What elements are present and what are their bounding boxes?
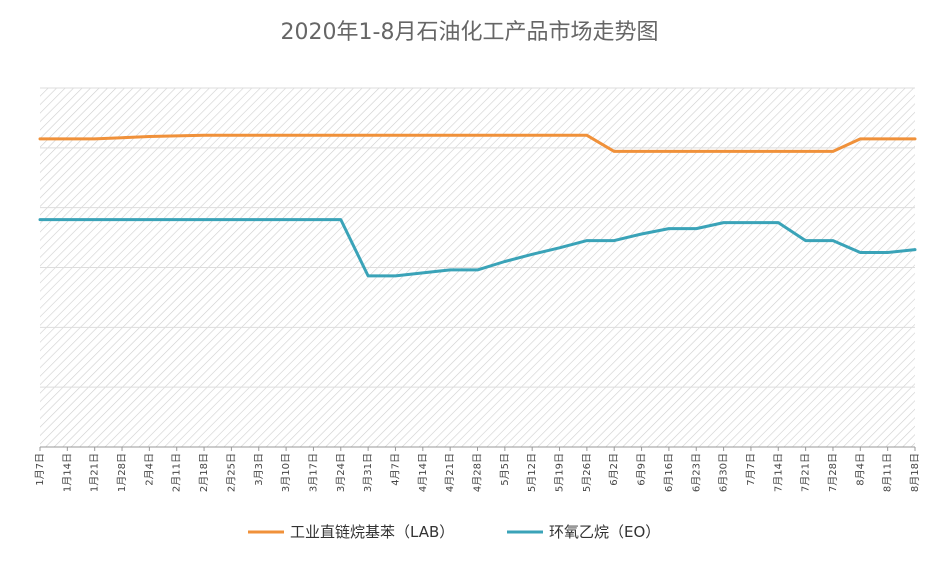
- x-tick-label: 1月14日: [61, 453, 73, 492]
- x-axis-tick-labels: 1月7日 1月14日 1月21日 1月28日 2月4日 2月11日 2月18日 2月25日 3月…: [34, 447, 921, 492]
- x-tick-label: 3月24日: [335, 453, 347, 492]
- chart-title: 2020年1-8月石油化工产品市场走势图: [280, 20, 659, 45]
- x-tick-label: 1月21日: [89, 453, 101, 492]
- x-tick-label: 1月7日: [34, 453, 46, 486]
- x-tick-label: 1月28日: [116, 453, 128, 492]
- x-tick-label: 2月18日: [198, 453, 210, 492]
- legend-label-1: 工业直链烷基苯（LAB）: [290, 523, 454, 541]
- x-tick-label: 4月28日: [472, 453, 484, 492]
- series-lines: [38, 133, 917, 278]
- gridlines: [40, 87, 915, 448]
- x-tick-label: 2月11日: [171, 453, 183, 492]
- x-tick-label: 6月9日: [636, 453, 648, 486]
- x-tick-label: 5月19日: [554, 453, 566, 492]
- x-tick-label: 3月10日: [280, 453, 292, 492]
- x-tick-label: 7月28日: [827, 453, 839, 492]
- x-tick-label: 3月3日: [253, 453, 265, 486]
- x-tick-label: 8月11日: [882, 453, 894, 492]
- x-tick-label: 7月21日: [800, 453, 812, 492]
- x-tick-label: 6月2日: [608, 453, 620, 486]
- x-tick-label: 5月5日: [499, 453, 511, 486]
- series-line-1: [38, 133, 917, 153]
- x-tick-label: 6月30日: [718, 453, 730, 492]
- x-tick-label: 3月31日: [362, 453, 374, 492]
- x-tick-label: 4月7日: [389, 453, 401, 486]
- x-tick-label: 6月16日: [663, 453, 675, 492]
- x-tick-label: 5月26日: [581, 453, 593, 492]
- x-tick-label: 4月21日: [444, 453, 456, 492]
- x-tick-label: 5月12日: [526, 453, 538, 492]
- x-tick-label: 7月14日: [772, 453, 784, 492]
- x-tick-label: 6月23日: [690, 453, 702, 492]
- x-tick-label: 2月4日: [143, 453, 155, 486]
- x-tick-label: 2月25日: [225, 453, 237, 492]
- legend-label-2: 环氧乙烷（EO）: [549, 523, 660, 541]
- x-tick-label: 8月18日: [909, 453, 921, 492]
- x-tick-label: 3月17日: [307, 453, 319, 492]
- x-tick-label: 7月7日: [745, 453, 757, 486]
- series-line-2: [38, 218, 917, 278]
- x-tick-label: 8月4日: [854, 453, 866, 486]
- x-tick-label: 4月14日: [417, 453, 429, 492]
- legend: 工业直链烷基苯（LAB） 环氧乙烷（EO）: [248, 523, 660, 541]
